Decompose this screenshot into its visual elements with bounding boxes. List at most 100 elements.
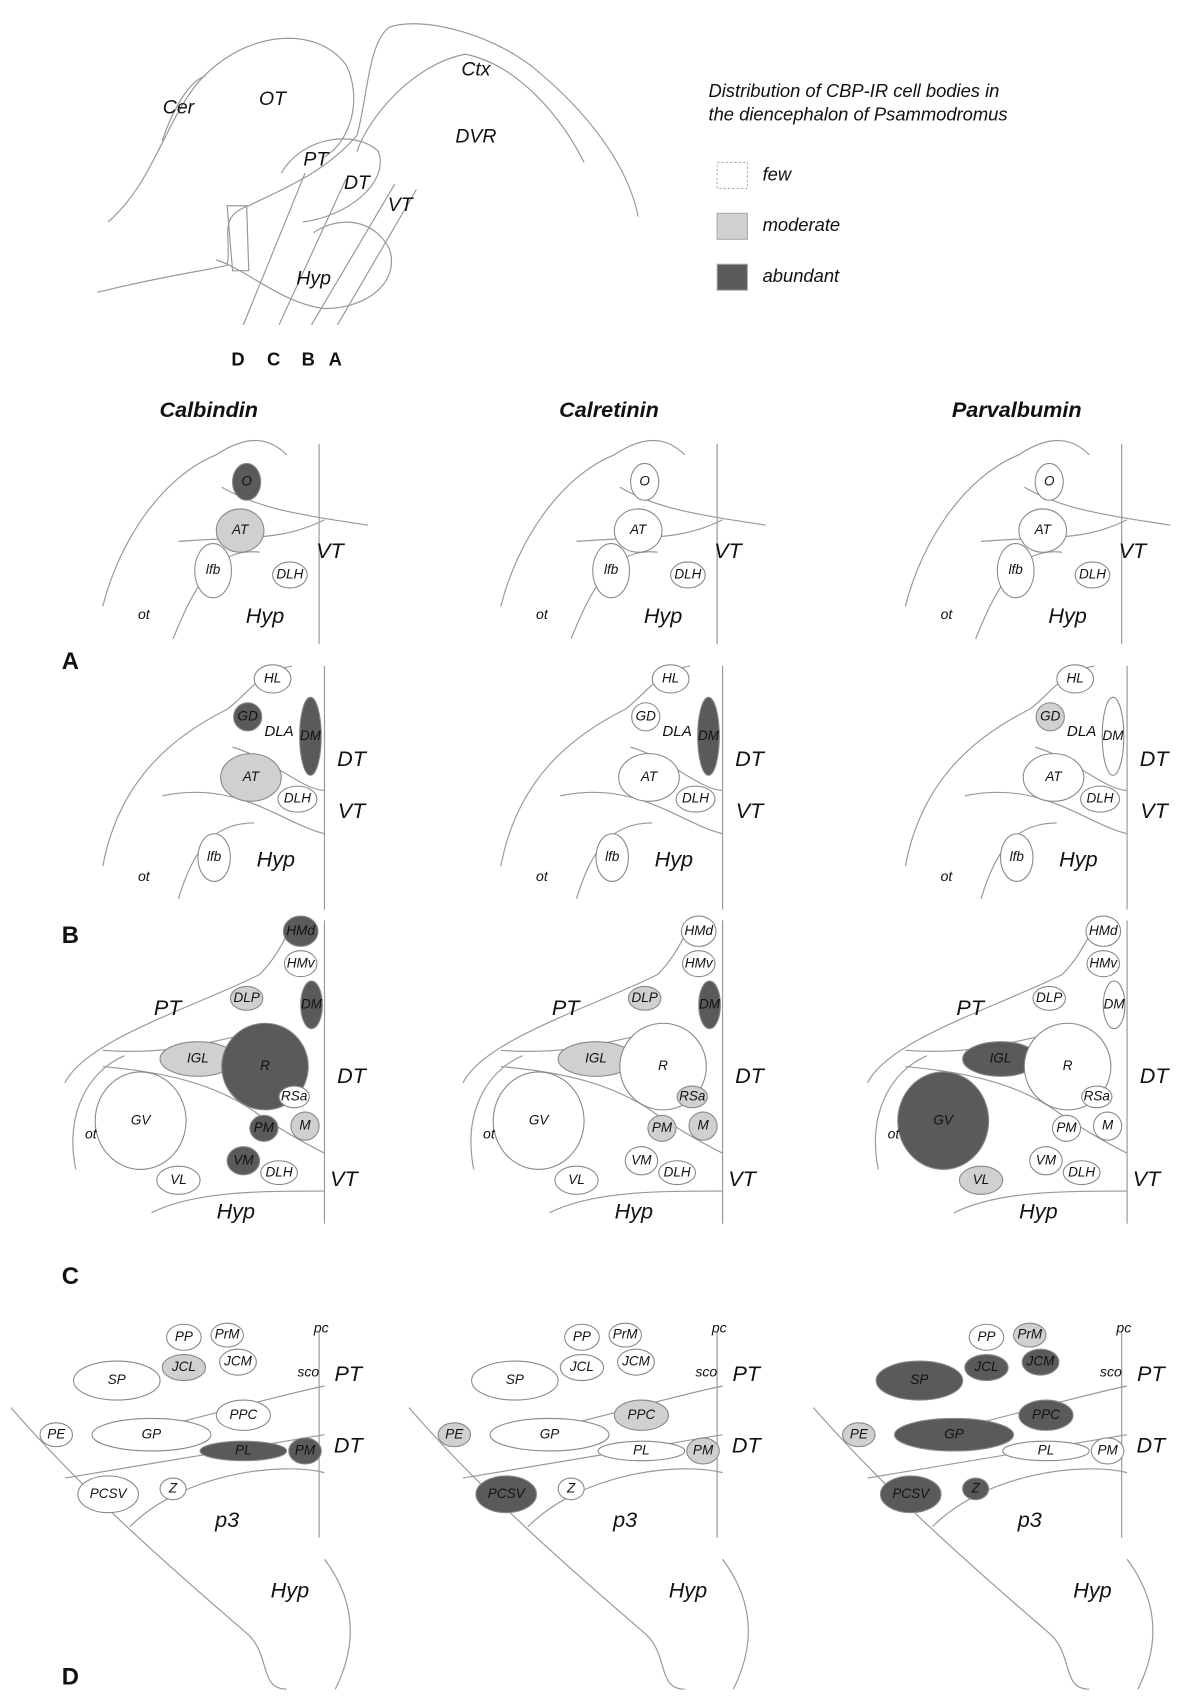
region-label: sco bbox=[695, 1364, 717, 1380]
nucleus-label: AT bbox=[629, 522, 648, 537]
nucleus-label: lfb bbox=[207, 849, 222, 864]
region-label: Hyp bbox=[1019, 1198, 1057, 1223]
region-label: pc bbox=[711, 1319, 727, 1335]
nucleus-label: DM bbox=[300, 728, 322, 743]
nucleus-label: GD bbox=[636, 708, 657, 723]
nucleus-label: HMd bbox=[1089, 923, 1118, 938]
legend-title: the diencephalon of Psammodromus bbox=[708, 104, 1007, 125]
nucleus-label: HMd bbox=[684, 923, 713, 938]
nucleus-label: AT bbox=[640, 769, 659, 784]
nucleus-label: PCSV bbox=[90, 1486, 129, 1501]
nucleus-label: DM bbox=[698, 728, 720, 743]
nucleus-label: VL bbox=[170, 1172, 187, 1187]
nucleus-label: SP bbox=[108, 1372, 126, 1387]
region-label: VT bbox=[330, 1166, 359, 1191]
nucleus-label: AT bbox=[1034, 522, 1053, 537]
nucleus-label: PCSV bbox=[892, 1486, 931, 1501]
column-title: Calretinin bbox=[559, 397, 659, 422]
nucleus-label: R bbox=[658, 1058, 668, 1073]
nucleus-label: PE bbox=[445, 1426, 464, 1441]
nucleus-label: HMv bbox=[287, 955, 316, 970]
section bbox=[103, 665, 325, 910]
page: { "overview": { "labels": ["Ctx", "Cer",… bbox=[0, 0, 1179, 1700]
nucleus-label: DM bbox=[1104, 996, 1126, 1011]
nucleus-label: DLP bbox=[1036, 990, 1062, 1005]
region-label: VT bbox=[728, 1166, 757, 1191]
nucleus-label: GP bbox=[142, 1426, 162, 1441]
section-outline bbox=[324, 1559, 350, 1689]
region-label: PT bbox=[1137, 1361, 1166, 1386]
section-outline bbox=[1127, 1559, 1153, 1689]
nucleus-label: PPC bbox=[229, 1407, 257, 1422]
nucleus-label: Z bbox=[168, 1480, 178, 1495]
region-label: Hyp bbox=[296, 267, 331, 289]
region-label: DT bbox=[334, 1432, 365, 1457]
nucleus-label: lfb bbox=[1009, 562, 1024, 577]
nucleus-label: PPC bbox=[628, 1407, 656, 1422]
region-label: ot bbox=[85, 1125, 98, 1141]
region-label: p3 bbox=[1017, 1507, 1042, 1532]
region-label: PT bbox=[733, 1361, 762, 1386]
nucleus-label: HMv bbox=[685, 955, 714, 970]
nucleus-label: PP bbox=[175, 1329, 193, 1344]
nucleus-label: DLP bbox=[233, 990, 259, 1005]
nucleus-label: JCL bbox=[171, 1359, 196, 1374]
nucleus-label: PrM bbox=[215, 1327, 241, 1342]
section-outline bbox=[723, 1559, 749, 1689]
nucleus-label: PM bbox=[652, 1120, 673, 1135]
nucleus-label: RSa bbox=[1084, 1088, 1111, 1103]
region-label: DT bbox=[735, 1063, 766, 1088]
nucleus-label: PE bbox=[47, 1426, 66, 1441]
row-label: B bbox=[62, 922, 79, 949]
nucleus-label: O bbox=[1044, 473, 1055, 488]
region-label: ot bbox=[888, 1125, 901, 1141]
plane-label: C bbox=[267, 348, 280, 369]
nucleus-label: GV bbox=[529, 1112, 551, 1127]
nucleus-label: VL bbox=[568, 1172, 585, 1187]
region-label: sco bbox=[297, 1364, 319, 1380]
nucleus-label: DM bbox=[699, 996, 721, 1011]
nucleus-label: DLH bbox=[664, 1164, 691, 1179]
region-label: DT bbox=[337, 1063, 368, 1088]
region-label: PT bbox=[154, 995, 183, 1020]
nucleus-label: PPC bbox=[1032, 1407, 1060, 1422]
region-label: ot bbox=[483, 1125, 496, 1141]
nucleus-label: IGL bbox=[990, 1051, 1012, 1066]
nucleus-label: GD bbox=[238, 708, 259, 723]
region-label: PT bbox=[552, 995, 581, 1020]
region-label: p3 bbox=[214, 1507, 239, 1532]
nucleus-label: RSa bbox=[679, 1088, 706, 1103]
legend-label: moderate bbox=[763, 214, 841, 235]
nucleus-label: DLH bbox=[284, 791, 311, 806]
nucleus-label: O bbox=[241, 473, 252, 488]
nucleus-label: JCL bbox=[569, 1359, 594, 1374]
nucleus-label: VM bbox=[233, 1152, 254, 1167]
region-label: PT bbox=[334, 1361, 363, 1386]
region-label: DLA bbox=[264, 723, 293, 740]
figure: CtxCerOTPTDTDVRVTHypDCBADistribution of … bbox=[0, 0, 1179, 1700]
legend-swatch bbox=[717, 213, 747, 239]
nucleus-label: DLH bbox=[674, 567, 701, 582]
nucleus-label: DLH bbox=[276, 567, 303, 582]
region-label: ot bbox=[941, 868, 954, 884]
nucleus-label: PP bbox=[977, 1329, 995, 1344]
nucleus-label: PrM bbox=[613, 1327, 639, 1342]
region-label: Hyp bbox=[246, 603, 284, 628]
region-label: Hyp bbox=[1059, 847, 1097, 872]
nucleus-label: JCM bbox=[621, 1354, 651, 1369]
nucleus-label: R bbox=[1063, 1058, 1073, 1073]
region-label: VT bbox=[388, 194, 415, 216]
plane-label: D bbox=[231, 348, 244, 369]
nucleus-label: PM bbox=[295, 1443, 316, 1458]
nucleus-label: PL bbox=[633, 1443, 650, 1458]
nucleus-label: HL bbox=[1067, 670, 1084, 685]
region-label: Hyp bbox=[1073, 1577, 1111, 1602]
nucleus-label: O bbox=[639, 473, 650, 488]
nucleus-label: GD bbox=[1040, 708, 1061, 723]
nucleus-label: PM bbox=[693, 1443, 714, 1458]
legend-label: abundant bbox=[763, 265, 840, 286]
region-label: Hyp bbox=[615, 1198, 653, 1223]
nucleus-label: Z bbox=[971, 1480, 981, 1495]
region-label: DT bbox=[344, 172, 372, 194]
nucleus-label: AT bbox=[231, 522, 250, 537]
